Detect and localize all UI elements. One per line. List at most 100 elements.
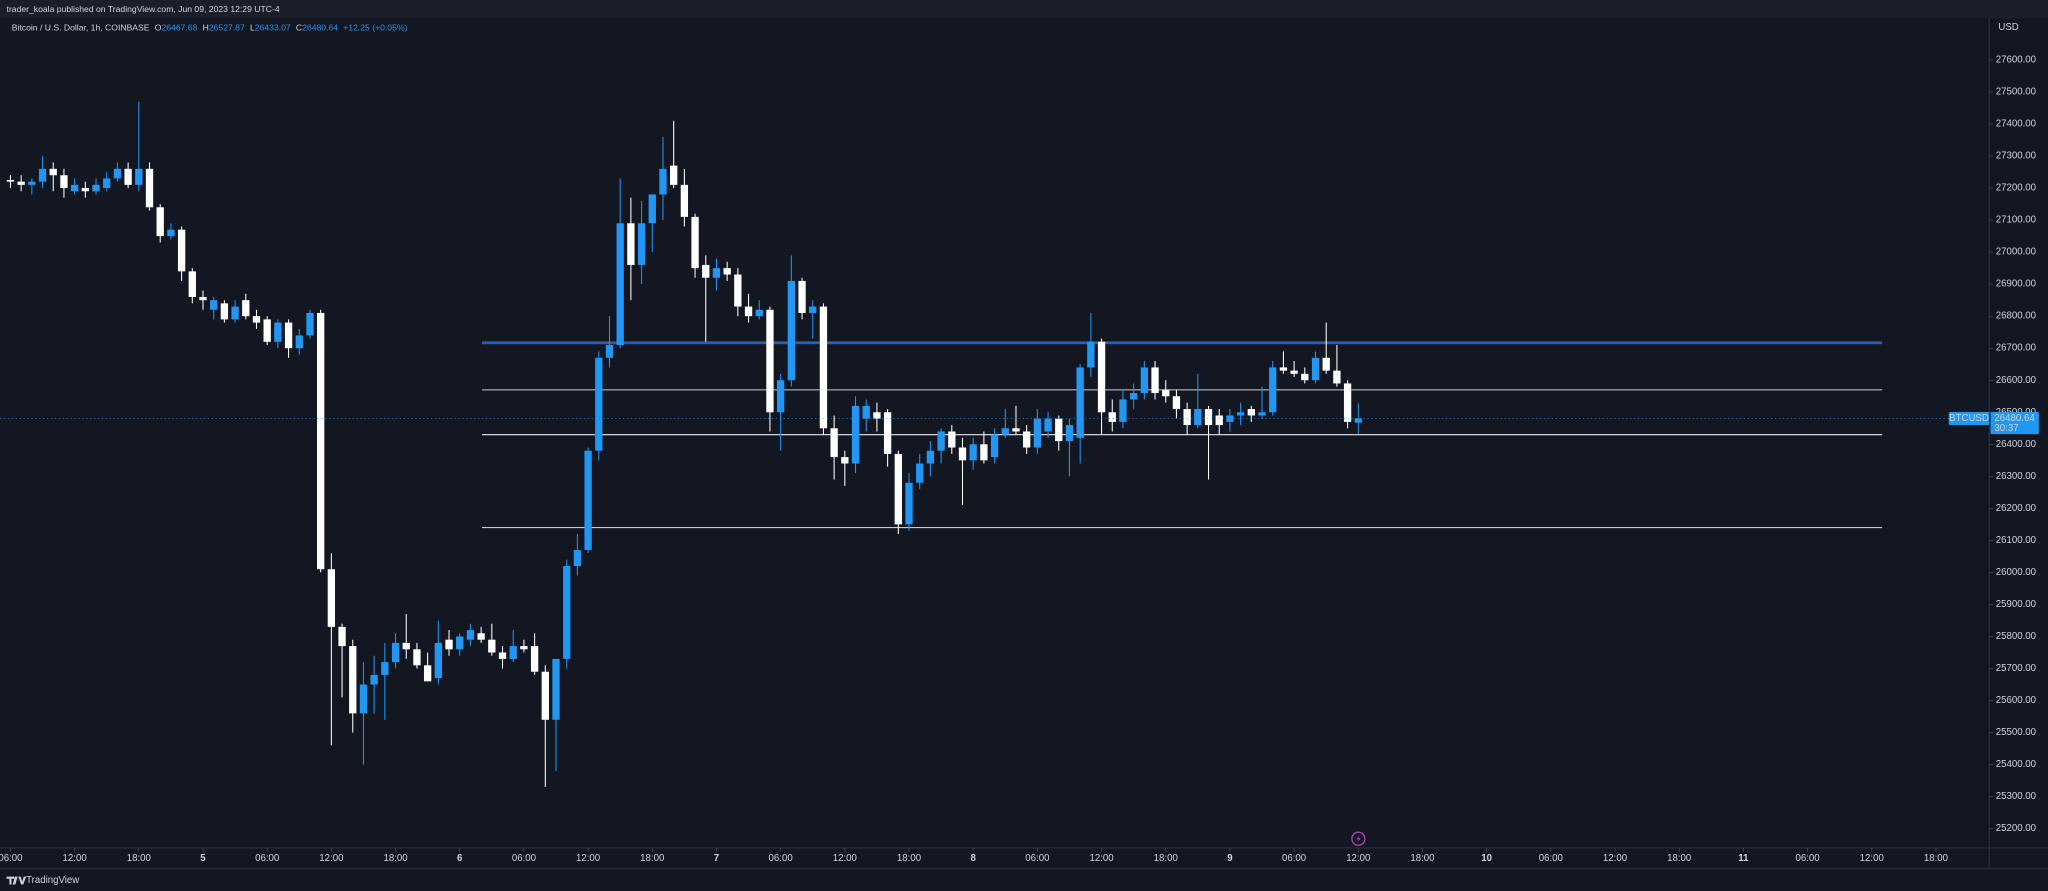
candle-body bbox=[723, 268, 731, 275]
candle-body bbox=[1023, 431, 1031, 448]
x-tick-label: 06:00 bbox=[1025, 853, 1049, 864]
legend-change: +12.25 (+0.05%) bbox=[343, 23, 407, 33]
x-tick-label: 06:00 bbox=[512, 853, 536, 864]
event-bolt bbox=[1356, 834, 1361, 844]
candle-body bbox=[1301, 373, 1309, 381]
candle-body bbox=[1162, 389, 1170, 397]
candle-body bbox=[466, 630, 475, 640]
candle-body bbox=[70, 184, 79, 192]
x-tick-label: 12:00 bbox=[833, 853, 857, 864]
candle-body bbox=[1055, 418, 1063, 442]
candle-body bbox=[552, 658, 560, 720]
y-tick-label: 27400.00 bbox=[1996, 119, 2036, 130]
candle-body bbox=[1097, 341, 1106, 413]
x-tick-label: 12:00 bbox=[63, 853, 87, 864]
candle-body bbox=[712, 268, 721, 278]
price-tag-countdown: 30:37 bbox=[1994, 423, 2018, 434]
candle-body bbox=[1151, 367, 1159, 394]
y-tick-label: 25300.00 bbox=[1996, 791, 2036, 802]
candle-body bbox=[616, 223, 624, 346]
x-tick-label: 18:00 bbox=[127, 853, 151, 864]
candle-body bbox=[81, 188, 89, 192]
candle-body bbox=[199, 296, 207, 301]
candle-body bbox=[242, 300, 250, 317]
y-tick-label: 25900.00 bbox=[1996, 599, 2036, 610]
x-tick-label: 18:00 bbox=[1410, 853, 1434, 864]
candle-body bbox=[156, 207, 164, 237]
candle-body bbox=[680, 184, 689, 217]
candle-body bbox=[124, 168, 132, 185]
candle-body bbox=[1258, 412, 1266, 416]
symbol-tag-box bbox=[1948, 411, 1990, 426]
x-tick-label: 06:00 bbox=[0, 853, 23, 864]
candle-body bbox=[595, 357, 603, 451]
candle-body bbox=[841, 457, 849, 464]
x-tick-label: 12:00 bbox=[1346, 853, 1370, 864]
y-tick-label: 26300.00 bbox=[1996, 471, 2036, 482]
candle-body bbox=[1236, 412, 1245, 416]
candle-body bbox=[670, 165, 678, 185]
y-tick-label: 25800.00 bbox=[1996, 631, 2036, 642]
x-tick-label: 5 bbox=[200, 853, 206, 864]
candle-body bbox=[1119, 399, 1127, 422]
legend-high: 26527.87 bbox=[209, 23, 245, 33]
y-tick-label: 27500.00 bbox=[1996, 87, 2036, 98]
y-tick-label: 25600.00 bbox=[1996, 695, 2036, 706]
y-tick-label: 26100.00 bbox=[1996, 535, 2036, 546]
legend-low: 26433.07 bbox=[255, 23, 291, 33]
x-tick-label: 9 bbox=[1227, 853, 1233, 864]
candle-body bbox=[691, 216, 699, 269]
candle-body bbox=[338, 626, 346, 647]
candle-body bbox=[49, 168, 57, 176]
candle-body bbox=[349, 646, 357, 714]
candle-body bbox=[284, 322, 293, 349]
candle-body bbox=[744, 306, 753, 317]
candle-body bbox=[573, 550, 582, 567]
candle-body bbox=[210, 300, 218, 310]
candle-body bbox=[1140, 367, 1149, 394]
candle-body bbox=[1204, 409, 1213, 426]
x-tick-label: 18:00 bbox=[383, 853, 407, 864]
candle-body bbox=[969, 444, 977, 461]
y-tick-label: 26700.00 bbox=[1996, 343, 2036, 354]
legend-h: H bbox=[203, 23, 209, 33]
legend-open: 26467.68 bbox=[161, 23, 197, 33]
candle-body bbox=[584, 450, 592, 551]
candle-body bbox=[177, 229, 186, 272]
candle-body bbox=[990, 434, 999, 458]
x-tick-label: 18:00 bbox=[1924, 853, 1948, 864]
y-tick-label: 26400.00 bbox=[1996, 439, 2036, 450]
candle-body bbox=[402, 642, 410, 650]
candle-body bbox=[883, 412, 892, 454]
candle-body bbox=[509, 646, 517, 659]
top-bar bbox=[0, 0, 2048, 19]
candle-body bbox=[1343, 383, 1352, 422]
candle-body bbox=[306, 312, 314, 336]
x-tick-label: 10 bbox=[1481, 853, 1492, 864]
candle-body bbox=[1290, 370, 1298, 374]
y-tick-label: 25400.00 bbox=[1996, 759, 2036, 770]
candle-body bbox=[819, 306, 828, 429]
y-tick-label: 27300.00 bbox=[1996, 151, 2036, 162]
candle-body bbox=[905, 482, 913, 525]
candle-body bbox=[1001, 428, 1009, 435]
candle-body bbox=[1108, 412, 1116, 422]
candle-body bbox=[6, 180, 15, 182]
candle-body bbox=[958, 447, 967, 461]
candle-body bbox=[1226, 415, 1234, 422]
candle-body bbox=[1172, 396, 1181, 410]
y-tick-label: 27000.00 bbox=[1996, 247, 2036, 258]
x-tick-label: 06:00 bbox=[1539, 853, 1563, 864]
candle-body bbox=[798, 280, 806, 313]
candle-body bbox=[530, 646, 539, 672]
y-tick-label: 25700.00 bbox=[1996, 663, 2036, 674]
candle-body bbox=[605, 345, 614, 358]
candle-body bbox=[1311, 357, 1320, 381]
candle-body bbox=[103, 178, 111, 189]
x-tick-label: 12:00 bbox=[576, 853, 600, 864]
candle-body bbox=[1322, 357, 1330, 371]
event-icon[interactable] bbox=[1351, 831, 1366, 846]
footer-brand: TradingView bbox=[26, 875, 79, 886]
candle-body bbox=[1033, 418, 1042, 448]
